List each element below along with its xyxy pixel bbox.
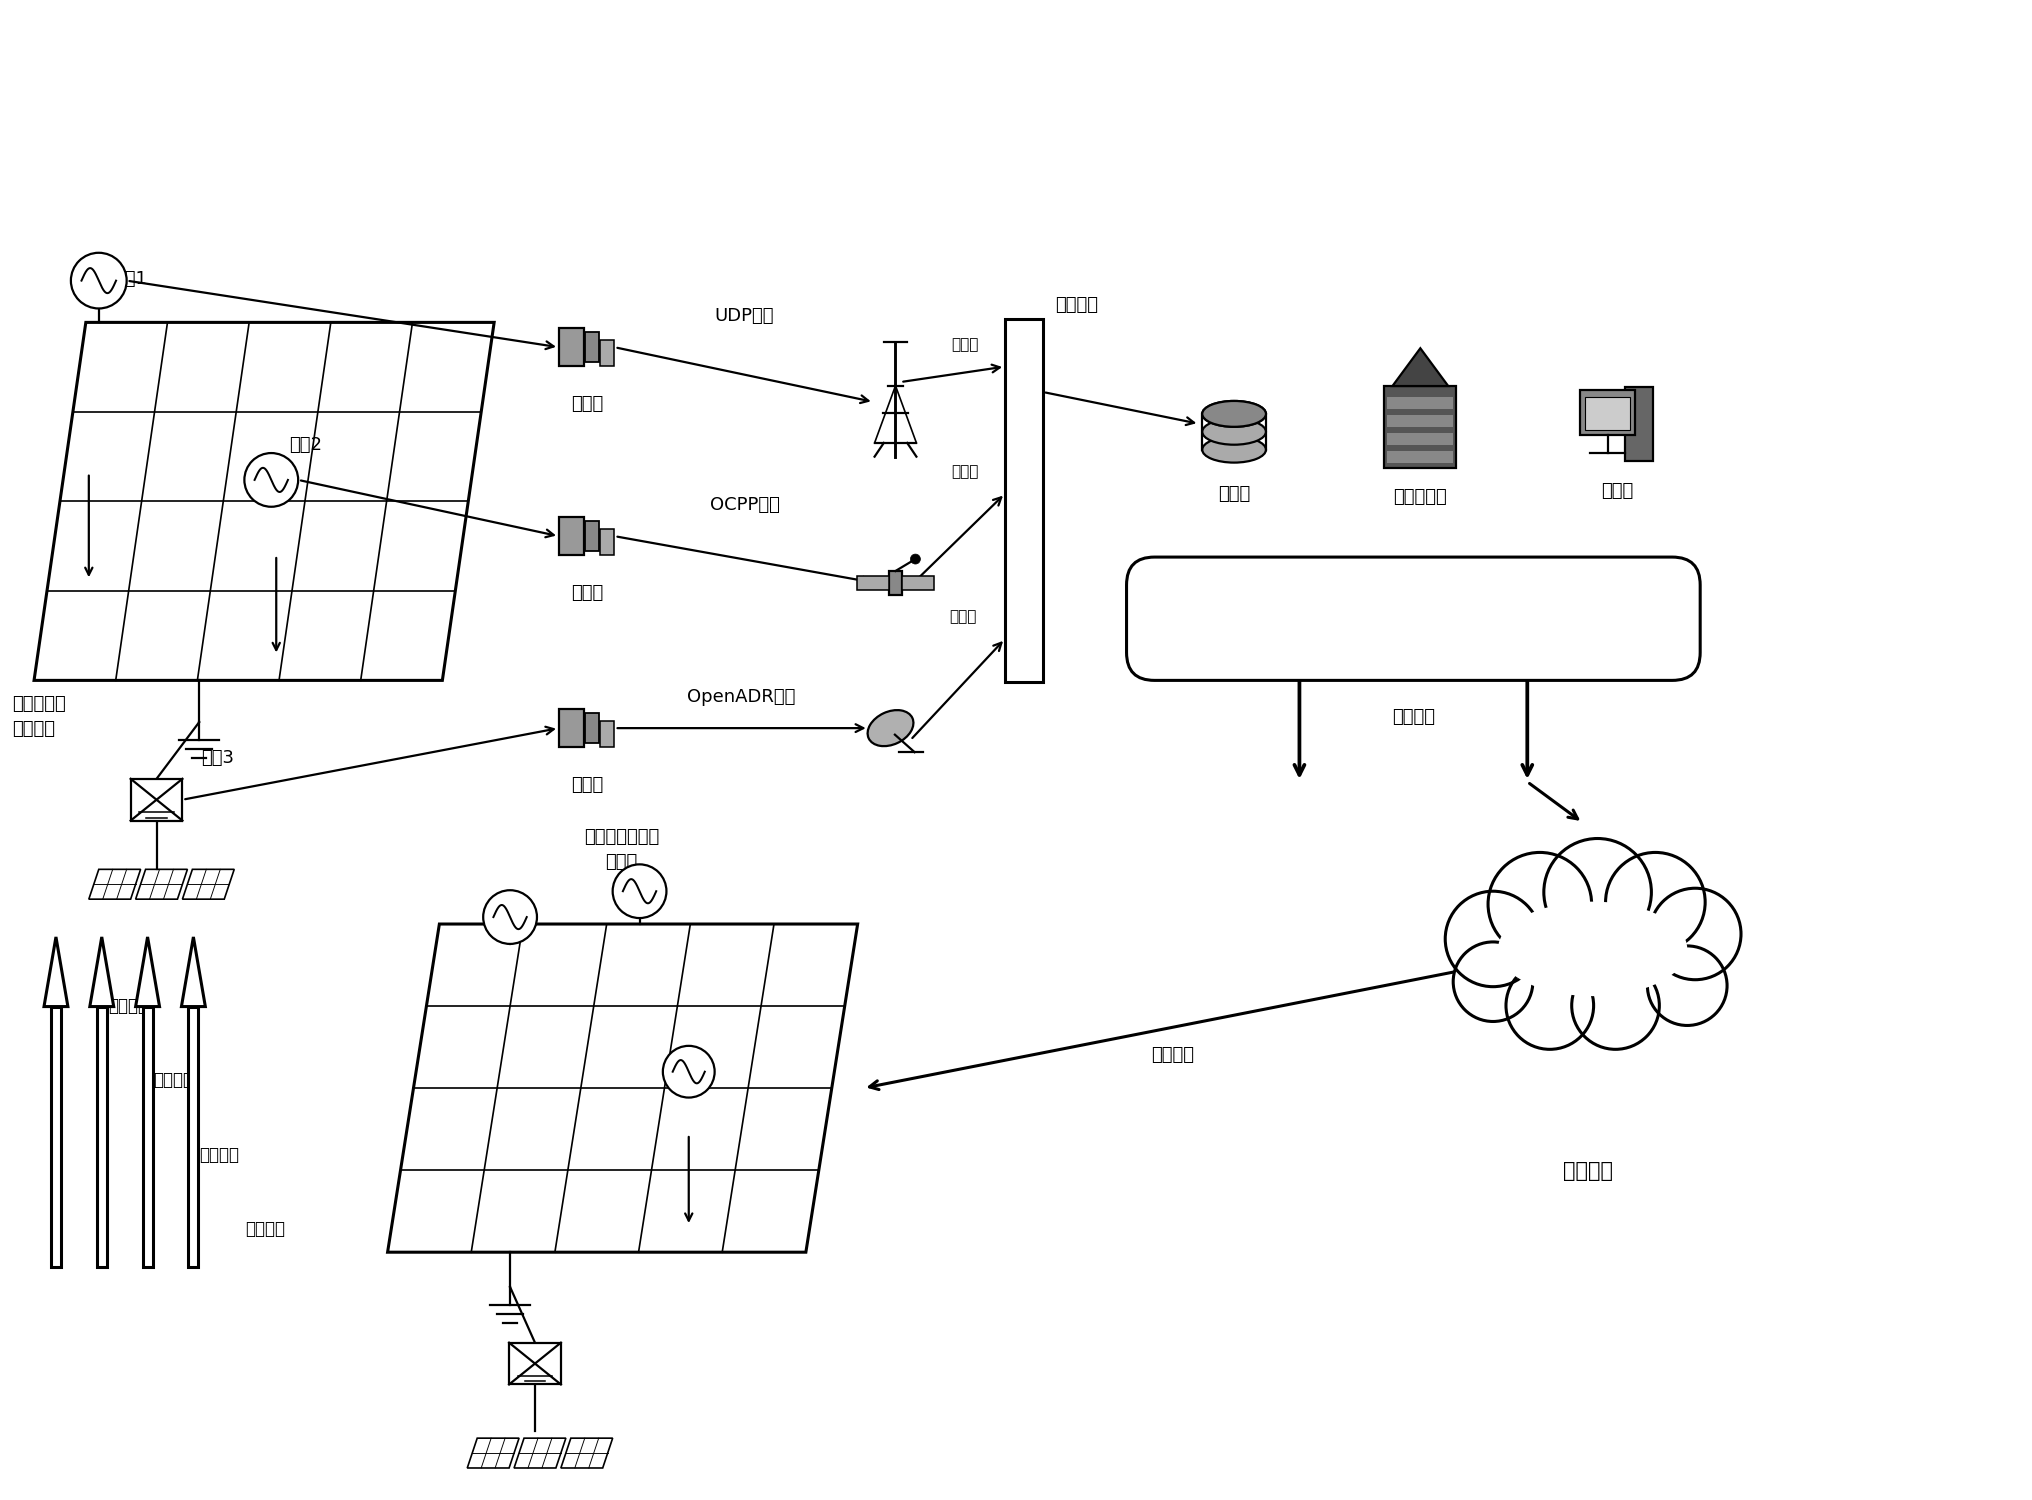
Bar bbox=[1388, 398, 1453, 410]
Bar bbox=[902, 576, 935, 590]
Polygon shape bbox=[388, 924, 858, 1252]
Text: 电站1: 电站1 bbox=[114, 270, 146, 288]
Circle shape bbox=[614, 864, 666, 918]
Bar bbox=[142, 1007, 152, 1268]
Circle shape bbox=[1487, 852, 1591, 956]
Polygon shape bbox=[1392, 348, 1449, 386]
Text: 电站3: 电站3 bbox=[201, 748, 234, 766]
Circle shape bbox=[1605, 852, 1705, 952]
Bar bbox=[1581, 390, 1636, 435]
Text: 智能体: 智能体 bbox=[571, 584, 604, 602]
Bar bbox=[1626, 387, 1654, 460]
Text: 智能体: 智能体 bbox=[571, 776, 604, 794]
Text: 全景信息: 全景信息 bbox=[1055, 297, 1097, 315]
Circle shape bbox=[484, 890, 536, 944]
Bar bbox=[98, 1007, 108, 1268]
Bar bbox=[510, 1342, 561, 1384]
Circle shape bbox=[1544, 839, 1652, 946]
Bar bbox=[599, 720, 614, 747]
Bar bbox=[559, 328, 583, 366]
Bar bbox=[1388, 416, 1453, 428]
Circle shape bbox=[1453, 942, 1532, 1022]
Circle shape bbox=[910, 554, 920, 564]
Polygon shape bbox=[467, 1438, 518, 1468]
Text: 信息物理系统: 信息物理系统 bbox=[1550, 926, 1626, 946]
Bar bbox=[1388, 433, 1453, 444]
Polygon shape bbox=[183, 870, 234, 898]
Bar bbox=[1384, 386, 1457, 468]
Bar bbox=[599, 339, 614, 366]
Text: 故障恢复: 故障恢复 bbox=[246, 1221, 284, 1239]
Bar bbox=[1388, 450, 1453, 462]
Bar bbox=[599, 528, 614, 555]
Bar bbox=[51, 1007, 61, 1268]
Text: 数据链: 数据链 bbox=[949, 609, 977, 624]
Bar bbox=[858, 576, 888, 590]
Polygon shape bbox=[45, 938, 67, 1006]
Text: UDP通信: UDP通信 bbox=[715, 308, 774, 326]
Polygon shape bbox=[35, 322, 494, 681]
Text: 智能运维: 智能运维 bbox=[199, 1146, 240, 1164]
Text: 智能体: 智能体 bbox=[571, 394, 604, 412]
Polygon shape bbox=[561, 1438, 614, 1468]
Bar bbox=[189, 1007, 199, 1268]
Bar bbox=[585, 520, 599, 552]
Text: 综合评估: 综合评估 bbox=[154, 1071, 193, 1089]
Polygon shape bbox=[181, 938, 205, 1006]
Bar bbox=[585, 332, 599, 363]
Bar bbox=[559, 518, 583, 555]
Ellipse shape bbox=[1203, 400, 1266, 427]
Circle shape bbox=[1650, 888, 1741, 980]
Text: OCPP通信: OCPP通信 bbox=[709, 496, 780, 514]
Text: 机器学习: 机器学习 bbox=[1563, 1161, 1613, 1180]
Circle shape bbox=[662, 1046, 715, 1098]
Bar bbox=[130, 778, 183, 820]
Circle shape bbox=[1445, 891, 1540, 987]
Text: 数据链: 数据链 bbox=[951, 465, 979, 480]
Circle shape bbox=[71, 254, 126, 309]
Bar bbox=[559, 710, 583, 747]
Polygon shape bbox=[89, 938, 114, 1006]
Text: 调控策略: 调控策略 bbox=[108, 996, 148, 1014]
Circle shape bbox=[1571, 962, 1660, 1050]
Text: 数据链: 数据链 bbox=[951, 338, 979, 352]
Ellipse shape bbox=[1203, 419, 1266, 444]
Text: 电站2: 电站2 bbox=[289, 436, 323, 454]
Polygon shape bbox=[89, 870, 140, 898]
Text: 工作站: 工作站 bbox=[1601, 482, 1634, 500]
Ellipse shape bbox=[1203, 436, 1266, 462]
FancyBboxPatch shape bbox=[1126, 556, 1701, 681]
Bar bbox=[888, 572, 902, 596]
Text: 人机交互: 人机交互 bbox=[1152, 1046, 1195, 1064]
Text: 数据库: 数据库 bbox=[1217, 486, 1250, 504]
Bar bbox=[1006, 320, 1042, 682]
Text: 控制服务器: 控制服务器 bbox=[1394, 489, 1447, 507]
Ellipse shape bbox=[1498, 902, 1687, 996]
Text: 本地数字和物理
孪生体: 本地数字和物理 孪生体 bbox=[583, 828, 658, 872]
Text: 数据映射: 数据映射 bbox=[1392, 708, 1435, 726]
Circle shape bbox=[244, 453, 299, 507]
Text: 通信网络: 通信网络 bbox=[1390, 609, 1437, 628]
Circle shape bbox=[1648, 946, 1727, 1026]
Polygon shape bbox=[136, 870, 187, 898]
Polygon shape bbox=[136, 938, 161, 1006]
Ellipse shape bbox=[1203, 400, 1266, 427]
Ellipse shape bbox=[868, 710, 914, 746]
Bar bbox=[1585, 398, 1630, 430]
Text: 智慧微电网
测试实体: 智慧微电网 测试实体 bbox=[12, 696, 65, 738]
Polygon shape bbox=[514, 1438, 565, 1468]
Text: OpenADR通信: OpenADR通信 bbox=[687, 688, 797, 706]
Bar bbox=[585, 712, 599, 742]
Ellipse shape bbox=[1477, 891, 1707, 1007]
Circle shape bbox=[1506, 962, 1593, 1050]
